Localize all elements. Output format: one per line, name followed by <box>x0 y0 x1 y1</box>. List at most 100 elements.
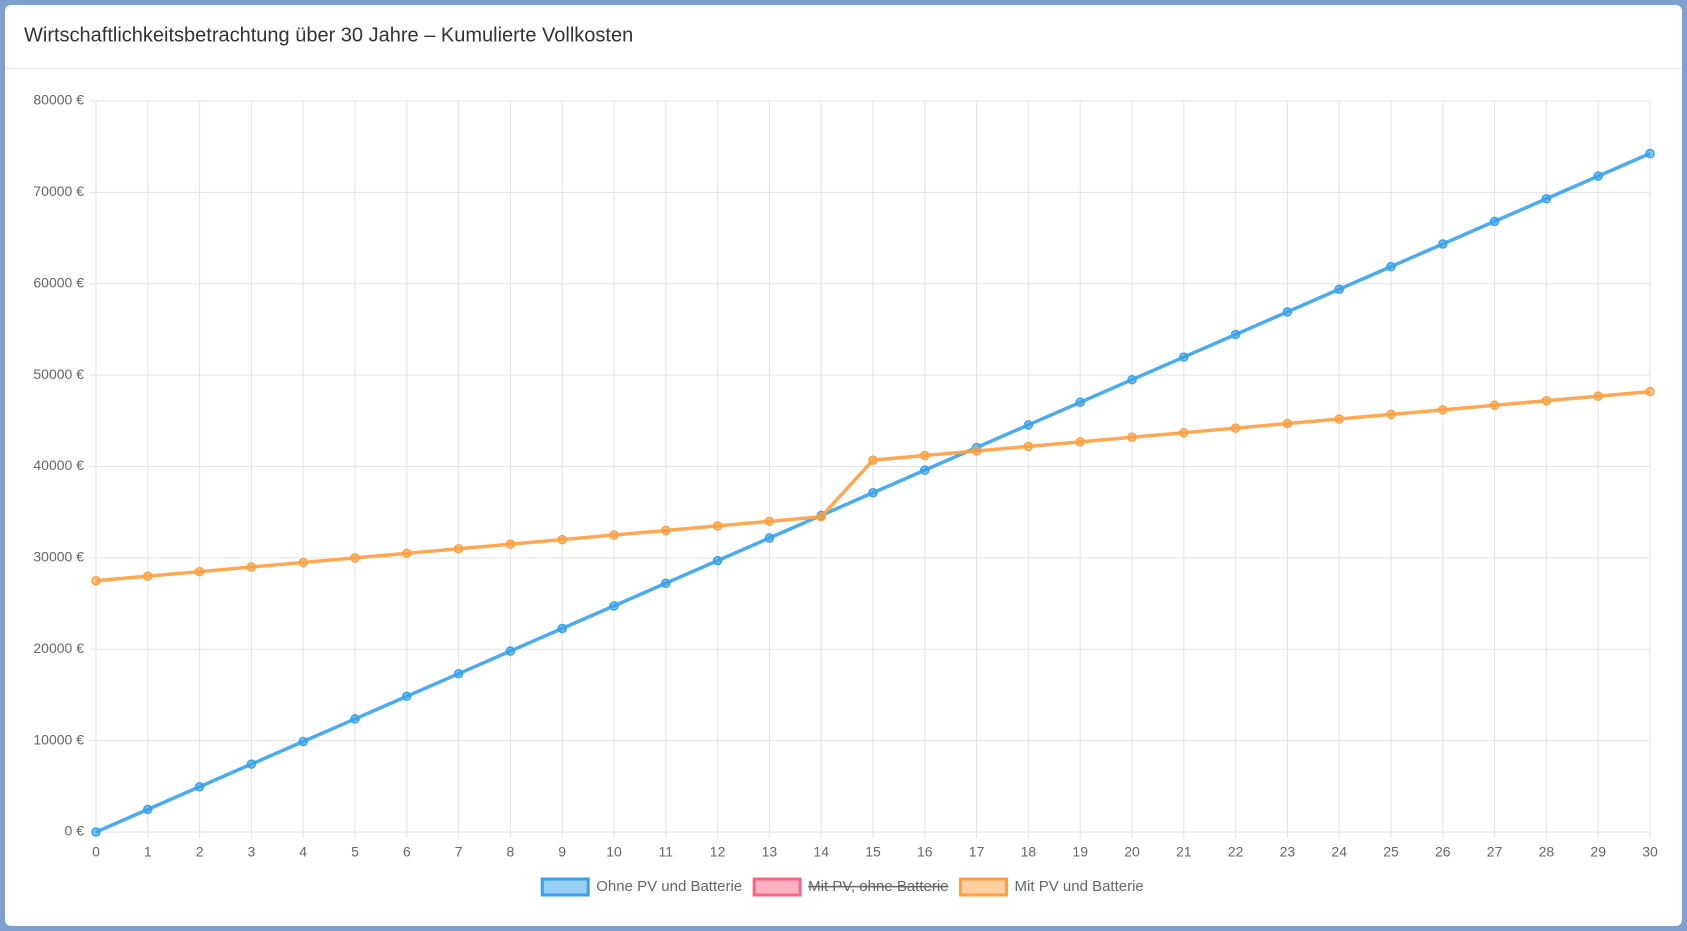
data-point <box>1127 432 1137 443</box>
legend: Ohne PV und Batterie Mit PV, ohne Batteri… <box>540 877 1144 897</box>
x-tick-label: 18 <box>1021 844 1037 860</box>
x-tick-label: 4 <box>299 844 307 860</box>
data-point <box>816 512 826 522</box>
data-point <box>1230 329 1241 340</box>
card <box>5 5 1682 926</box>
data-point <box>1230 423 1241 433</box>
data-point <box>1075 437 1085 447</box>
data-point <box>298 736 308 747</box>
data-point <box>920 450 930 461</box>
x-tick-label: 24 <box>1331 844 1347 860</box>
y-tick-label: 30000 € <box>33 549 84 565</box>
y-tick-label: 40000 € <box>33 457 84 473</box>
x-tick-label: 1 <box>144 844 152 860</box>
data-point <box>1541 395 1552 406</box>
y-tick-label: 50000 € <box>33 366 84 382</box>
data-point <box>712 555 723 566</box>
data-point <box>143 571 153 581</box>
data-point <box>1282 418 1293 429</box>
x-tick-label: 19 <box>1072 844 1088 860</box>
data-point <box>298 557 308 568</box>
y-tick-label: 10000 € <box>33 731 84 747</box>
legend-label: Mit PV, ohne Batterie <box>808 878 948 895</box>
data-point <box>246 562 257 572</box>
grid: 0 € 10000 € 20000 € 30000 € 40000 € 50000 € 6 0… <box>33 92 1658 860</box>
x-tick-label: 2 <box>196 844 204 860</box>
y-tick-label: 20000 € <box>33 640 84 656</box>
data-point <box>1645 148 1655 159</box>
data-point <box>505 646 516 656</box>
x-tick-label: 23 <box>1280 844 1296 860</box>
data-point <box>91 575 101 586</box>
data-point <box>764 516 775 527</box>
x-tick-label: 10 <box>606 844 622 860</box>
data-point <box>1023 441 1034 452</box>
data-point <box>868 488 878 498</box>
data-point <box>1593 171 1603 181</box>
data-point <box>1386 409 1396 420</box>
data-point <box>1075 397 1085 408</box>
x-tick-label: 15 <box>865 844 881 860</box>
x-tick-label: 13 <box>762 844 778 860</box>
data-point <box>91 827 101 837</box>
data-point <box>1127 374 1137 385</box>
data-point <box>1179 427 1189 438</box>
data-point <box>1334 284 1344 294</box>
x-tick-label: 6 <box>403 844 411 860</box>
data-point <box>1438 405 1448 415</box>
x-tick-label: 30 <box>1642 844 1658 860</box>
legend-swatch <box>540 877 590 897</box>
data-point <box>350 553 360 563</box>
data-point <box>557 534 567 545</box>
data-point <box>402 691 412 702</box>
data-point <box>920 465 930 475</box>
data-point <box>1489 216 1500 227</box>
data-point <box>1438 239 1448 249</box>
x-tick-label: 28 <box>1539 844 1555 860</box>
data-point <box>609 601 619 611</box>
legend-item: Mit PV und Batterie <box>959 877 1144 897</box>
x-tick-label: 29 <box>1590 844 1606 860</box>
x-tick-label: 8 <box>507 844 515 860</box>
legend-swatch <box>959 877 1009 897</box>
data-point <box>609 530 619 540</box>
x-tick-label: 22 <box>1228 844 1244 860</box>
chart-title: Wirtschaftlichkeitsbetrachtung über 30 J… <box>24 24 633 46</box>
x-tick-label: 21 <box>1176 844 1192 860</box>
data-point <box>453 543 464 554</box>
data-point <box>1282 307 1293 317</box>
x-tick-label: 0 <box>92 844 100 860</box>
data-point <box>1489 400 1500 411</box>
x-tick-label: 17 <box>969 844 985 860</box>
data-point <box>350 714 360 724</box>
data-point <box>402 548 412 559</box>
x-tick-label: 25 <box>1383 844 1399 860</box>
data-point <box>971 446 982 456</box>
data-point <box>194 566 205 577</box>
data-point <box>712 521 723 531</box>
legend-swatch <box>752 877 802 897</box>
data-point <box>453 668 464 679</box>
y-tick-label: 0 € <box>65 823 85 839</box>
y-tick-label: 80000 € <box>33 92 84 108</box>
x-tick-label: 27 <box>1487 844 1503 860</box>
legend-label: Ohne PV und Batterie <box>596 878 742 895</box>
data-point <box>557 623 567 634</box>
data-point <box>1386 261 1396 272</box>
y-tick-label: 70000 € <box>33 183 84 199</box>
x-tick-label: 7 <box>455 844 463 860</box>
data-point <box>1593 391 1603 401</box>
data-point <box>661 525 671 536</box>
data-point <box>1334 414 1344 424</box>
data-point <box>868 455 878 465</box>
data-point <box>246 759 257 769</box>
x-tick-label: 16 <box>917 844 933 860</box>
legend-label: Mit PV und Batterie <box>1015 878 1144 895</box>
x-tick-label: 20 <box>1124 844 1140 860</box>
x-tick-label: 3 <box>248 844 256 860</box>
data-point <box>764 533 775 543</box>
x-tick-label: 5 <box>351 844 359 860</box>
x-tick-label: 11 <box>659 844 674 860</box>
